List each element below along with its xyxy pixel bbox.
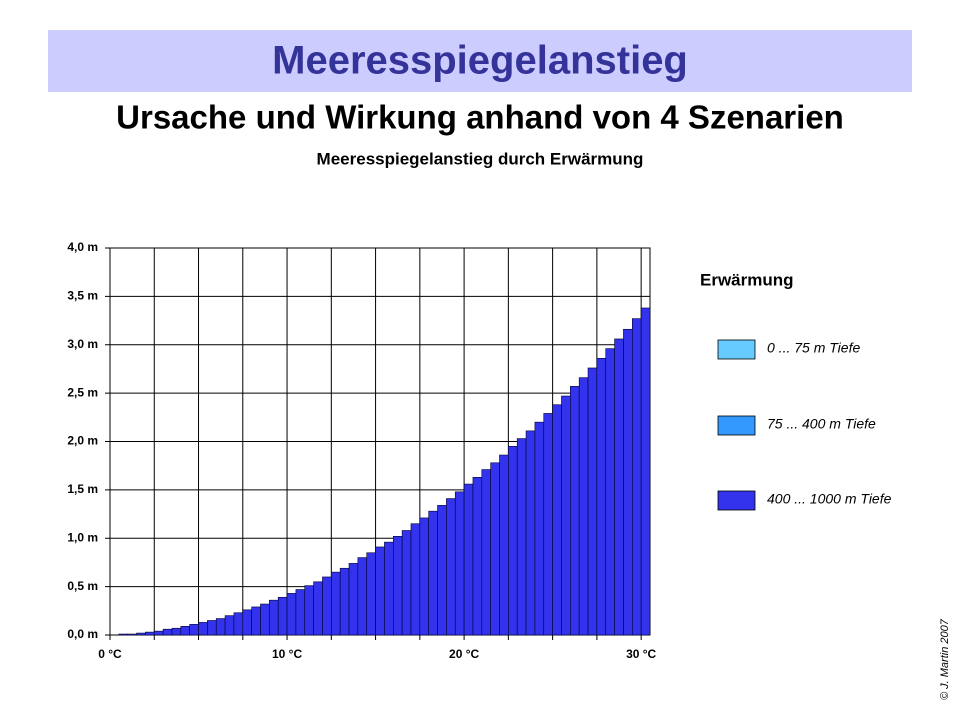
bar (561, 395, 571, 636)
bar (375, 546, 385, 636)
bar (534, 421, 545, 636)
bar (463, 483, 474, 636)
bar (277, 596, 288, 636)
bar (313, 581, 323, 636)
copyright: © J. Martin 2007 (939, 618, 951, 700)
bar (260, 603, 270, 636)
bar (623, 328, 633, 636)
bar (136, 632, 146, 636)
y-tick-label: 1,0 m (67, 530, 98, 544)
bar (596, 357, 607, 636)
legend-title: Erwärmung (700, 270, 794, 289)
bar (322, 576, 332, 636)
bar (162, 628, 173, 636)
y-tick-label: 0,0 m (67, 627, 98, 641)
bar (339, 567, 350, 636)
bar (401, 530, 412, 636)
bar (605, 348, 615, 636)
x-tick-label: 20 °C (449, 647, 479, 661)
bar (587, 367, 598, 636)
legend-swatch (717, 415, 756, 436)
bar (198, 622, 208, 636)
bar (348, 563, 359, 636)
bar (570, 386, 580, 636)
y-tick-label: 2,0 m (67, 434, 98, 448)
bar (525, 430, 536, 636)
bar (171, 627, 182, 636)
bar (295, 589, 306, 636)
bar (614, 338, 624, 636)
legend-label: 75 ... 400 m Tiefe (767, 416, 876, 432)
legend-label: 400 ... 1000 m Tiefe (767, 491, 892, 507)
bar (631, 318, 642, 636)
legend-label: 0 ... 75 m Tiefe (767, 340, 860, 356)
bar (233, 612, 244, 636)
bar (251, 606, 261, 636)
bar (224, 615, 235, 636)
bar (516, 438, 527, 636)
bar (446, 498, 456, 636)
bar (472, 476, 483, 636)
bar (215, 618, 226, 636)
bar (578, 377, 589, 636)
bar (357, 557, 368, 636)
bar (118, 633, 129, 636)
bar (127, 633, 137, 636)
bar (490, 462, 500, 636)
bar (269, 599, 279, 636)
x-tick-label: 30 °C (626, 647, 656, 661)
bar (437, 505, 447, 636)
bar (366, 552, 376, 636)
bar (499, 454, 509, 636)
slide-subtitle: Ursache und Wirkung anhand von 4 Szenari… (116, 99, 844, 136)
bar (145, 631, 155, 636)
bar (481, 469, 491, 636)
bar (331, 571, 341, 636)
bar (410, 523, 421, 636)
bar (304, 585, 314, 636)
y-tick-label: 3,5 m (67, 289, 98, 303)
x-tick-label: 10 °C (272, 647, 302, 661)
bar (428, 510, 438, 636)
x-tick-label: 0 °C (98, 647, 122, 661)
y-tick-label: 1,5 m (67, 482, 98, 496)
chart-title: Meeresspiegelanstieg durch Erwärmung (317, 149, 644, 168)
title-band (48, 30, 912, 92)
y-tick-label: 0,5 m (67, 579, 98, 593)
bar (419, 517, 429, 636)
bar (153, 630, 164, 636)
legend-swatch (717, 339, 756, 360)
bar (180, 625, 190, 636)
slide-title: Meeresspiegelanstieg (272, 39, 688, 83)
bar (552, 404, 562, 636)
y-tick-label: 2,5 m (67, 385, 98, 399)
bar (543, 413, 553, 636)
bar (286, 593, 297, 636)
y-tick-label: 4,0 m (67, 240, 98, 254)
legend-swatch (717, 490, 756, 511)
bar (384, 541, 394, 636)
bar (640, 307, 651, 636)
bar (508, 446, 518, 636)
bar (242, 609, 252, 636)
y-tick-label: 3,0 m (67, 337, 98, 351)
bar (454, 491, 465, 636)
bar (207, 620, 217, 636)
bar (392, 536, 403, 636)
bar (189, 624, 199, 636)
